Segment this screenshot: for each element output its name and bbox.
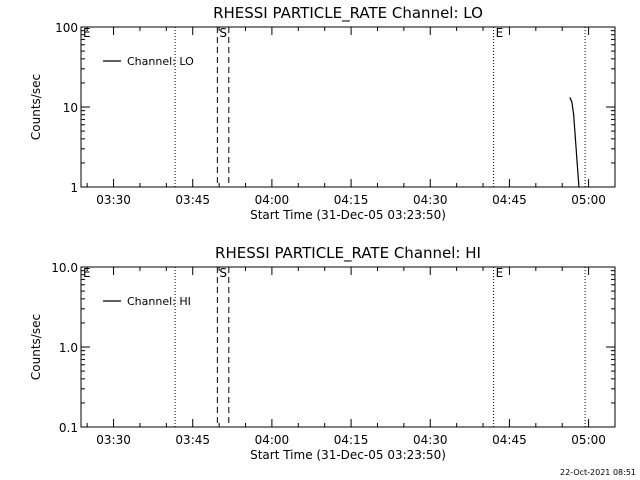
plot-frame (80, 26, 616, 188)
x-tick-label: 04:30 (413, 433, 448, 447)
event-marker-label: S (219, 26, 227, 40)
chart-panel-0: RHESSI PARTICLE_RATE Channel: LO 03:30 03:… (29, 4, 616, 222)
timestamp-label: 22-Oct-2021 08:51 (560, 468, 636, 477)
data-point (569, 97, 571, 99)
x-tick-label: 04:45 (492, 433, 527, 447)
x-tick-label: 04:00 (255, 433, 290, 447)
x-tick-label: 04:15 (334, 193, 369, 207)
y-tick-label: 10 (63, 101, 78, 115)
event-marker-label: E (496, 266, 504, 280)
data-point (574, 138, 577, 140)
data-point (576, 162, 578, 164)
x-axis-ticks (86, 267, 616, 427)
legend: Channel: HI (103, 295, 191, 308)
x-tick-label: 04:45 (492, 193, 527, 207)
x-tick-label: 04:00 (255, 193, 290, 207)
x-tick-label: 03:45 (175, 193, 210, 207)
data-point (573, 114, 575, 116)
chart-title: RHESSI PARTICLE_RATE Channel: HI (215, 244, 481, 263)
event-marker-label: S (219, 266, 227, 280)
x-tick-label: 04:30 (413, 193, 448, 207)
plot-frame (80, 266, 616, 428)
data-point (571, 101, 573, 103)
x-tick-label: 03:45 (175, 433, 210, 447)
legend-entry: Channel: HI (127, 295, 191, 308)
x-tick-label: 04:15 (334, 433, 369, 447)
x-axis-label: Start Time (31-Dec-05 03:23:50) (250, 208, 446, 222)
legend: Channel: LO (103, 55, 194, 68)
y-tick-label: 10.0 (51, 261, 78, 275)
y-axis-ticks (81, 266, 615, 428)
series-line (569, 97, 580, 188)
y-tick-label: 1.0 (59, 341, 78, 355)
data-point (578, 186, 580, 188)
y-tick-label: 1 (70, 181, 78, 195)
x-axis-ticks (86, 27, 616, 187)
y-axis-label: Counts/sec (29, 74, 43, 140)
chart-panel-1: RHESSI PARTICLE_RATE Channel: HI 03:30 03:… (29, 244, 616, 462)
y-axis-ticks (81, 26, 615, 188)
x-tick-label: 05:00 (571, 433, 606, 447)
event-marker-label: E (496, 26, 504, 40)
x-tick-label: 03:30 (96, 433, 131, 447)
chart-title: RHESSI PARTICLE_RATE Channel: LO (213, 4, 483, 23)
y-axis-label: Counts/sec (29, 314, 43, 380)
legend-entry: Channel: LO (127, 55, 194, 68)
y-tick-label: 0.1 (59, 421, 78, 435)
event-marker-label: E (83, 266, 91, 280)
x-tick-label: 03:30 (96, 193, 131, 207)
event-marker-label: E (83, 26, 91, 40)
x-tick-label: 05:00 (571, 193, 606, 207)
x-axis-label: Start Time (31-Dec-05 03:23:50) (250, 448, 446, 462)
y-tick-label: 100 (55, 21, 78, 35)
